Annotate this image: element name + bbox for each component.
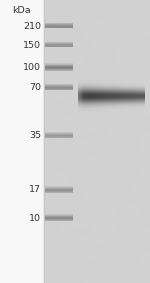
Text: 10: 10 (29, 214, 41, 223)
Text: 35: 35 (29, 131, 41, 140)
Text: 210: 210 (23, 22, 41, 31)
Text: kDa: kDa (12, 6, 30, 15)
Text: 100: 100 (23, 63, 41, 72)
Text: 70: 70 (29, 83, 41, 92)
Text: 17: 17 (29, 185, 41, 194)
Text: 150: 150 (23, 41, 41, 50)
